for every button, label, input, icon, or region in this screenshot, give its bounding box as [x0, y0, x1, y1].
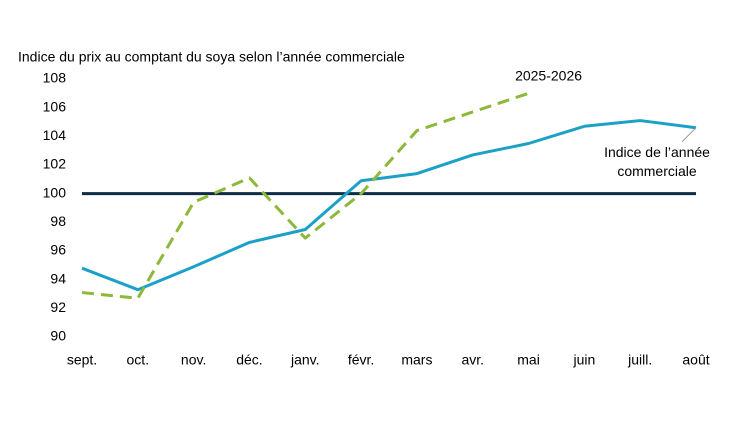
y-tick-label: 108: [43, 70, 67, 86]
x-tick-label: oct.: [127, 352, 150, 368]
x-tick-label: mars: [401, 352, 432, 368]
y-tick-label: 102: [43, 156, 67, 172]
y-tick-label: 98: [50, 213, 66, 229]
chart-title: Indice du prix au comptant du soya selon…: [18, 49, 405, 65]
y-tick-label: 100: [43, 184, 67, 200]
x-tick-label: juin: [572, 352, 595, 368]
x-tick-label: nov.: [181, 352, 206, 368]
y-tick-label: 90: [50, 328, 66, 344]
x-tick-label: déc.: [236, 352, 262, 368]
x-tick-label: janv.: [290, 352, 320, 368]
y-tick-label: 92: [50, 299, 66, 315]
series-label: Indice de l’année commerciale: [604, 144, 710, 179]
y-tick-label: 104: [43, 127, 67, 143]
x-tick-label: févr.: [348, 352, 374, 368]
y-tick-label: 94: [50, 270, 66, 286]
x-tick-label: sept.: [67, 352, 97, 368]
x-tick-label: août: [682, 352, 709, 368]
y-tick-label: 106: [43, 98, 67, 114]
x-tick-label: juill.: [627, 352, 652, 368]
y-tick-label: 96: [50, 242, 66, 258]
series-line: [81, 119, 697, 292]
series-line: [81, 91, 530, 300]
x-tick-label: mai: [517, 352, 540, 368]
label-leader: [681, 127, 697, 143]
series-label: 2025-2026: [515, 68, 582, 84]
x-tick-label: avr.: [461, 352, 484, 368]
